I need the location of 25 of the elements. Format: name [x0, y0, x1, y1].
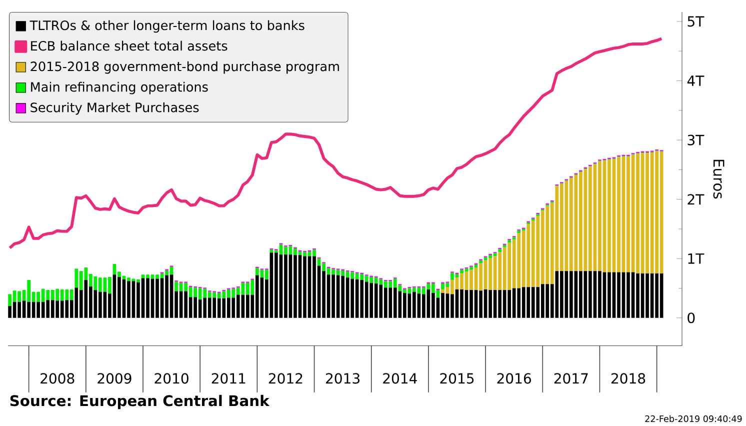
x-tick-label: 2010: [154, 373, 188, 384]
x-tick-label: 2012: [268, 373, 302, 384]
x-tick-label: 2008: [40, 373, 74, 384]
x-tick-label: 2011: [212, 373, 246, 384]
legend-label: Main refinancing operations: [31, 82, 208, 94]
y-tick-label: 2T: [688, 194, 704, 205]
y-tick-label: 3T: [688, 134, 704, 146]
text: 22-Feb-2019 09:40:49: [645, 415, 742, 422]
x-tick-label: 2013: [326, 373, 360, 384]
x-tick-label: 2015: [440, 373, 474, 384]
source-note: Source: European Central Bank: [10, 394, 270, 410]
y-tick-label: 0: [688, 312, 695, 324]
y-tick-label: 1T: [688, 253, 704, 264]
legend-label: TLTROs & other longer-term loans to banks: [30, 20, 304, 33]
y-tick-label: 5T: [688, 16, 704, 27]
x-tick-label: 2014: [383, 373, 417, 384]
legend-label: Security Market Purchases: [30, 102, 199, 115]
y-axis-title: Euros: [713, 160, 724, 199]
legend-label: ECB balance sheet total assets: [31, 40, 228, 51]
x-tick-label: 2017: [554, 373, 588, 384]
x-tick-label: 2016: [497, 373, 531, 384]
y-tick-label: 4T: [687, 76, 704, 86]
legend-label: 2015-2018 government-bond purchase program: [30, 61, 339, 74]
x-tick-label: 2018: [611, 373, 646, 384]
x-tick-label: 2009: [98, 373, 132, 384]
